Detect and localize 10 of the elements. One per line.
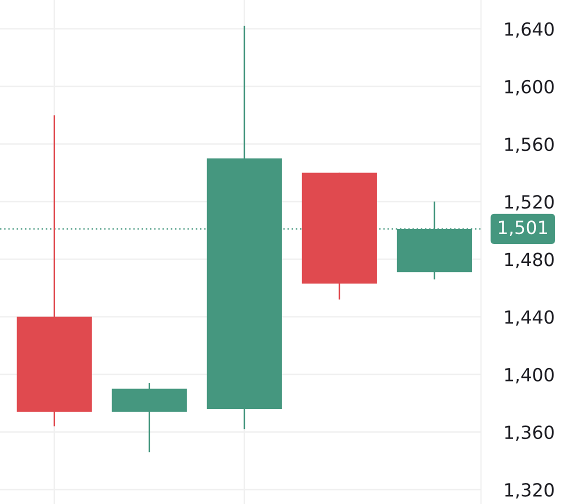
y-tick-label: 1,320 — [505, 483, 554, 499]
y-tick-label: 1,400 — [505, 368, 554, 384]
y-tick-label: 1,480 — [505, 252, 554, 268]
ref-line-label: 1,501 — [498, 220, 547, 236]
y-tick-label: 1,360 — [505, 425, 554, 441]
y-tick-label: 1,600 — [505, 80, 554, 96]
y-tick-label: 1,640 — [505, 22, 554, 38]
y-tick-label: 1,440 — [505, 310, 554, 326]
y-tick-label: 1,520 — [505, 195, 554, 211]
y-tick-label: 1,560 — [505, 137, 554, 153]
